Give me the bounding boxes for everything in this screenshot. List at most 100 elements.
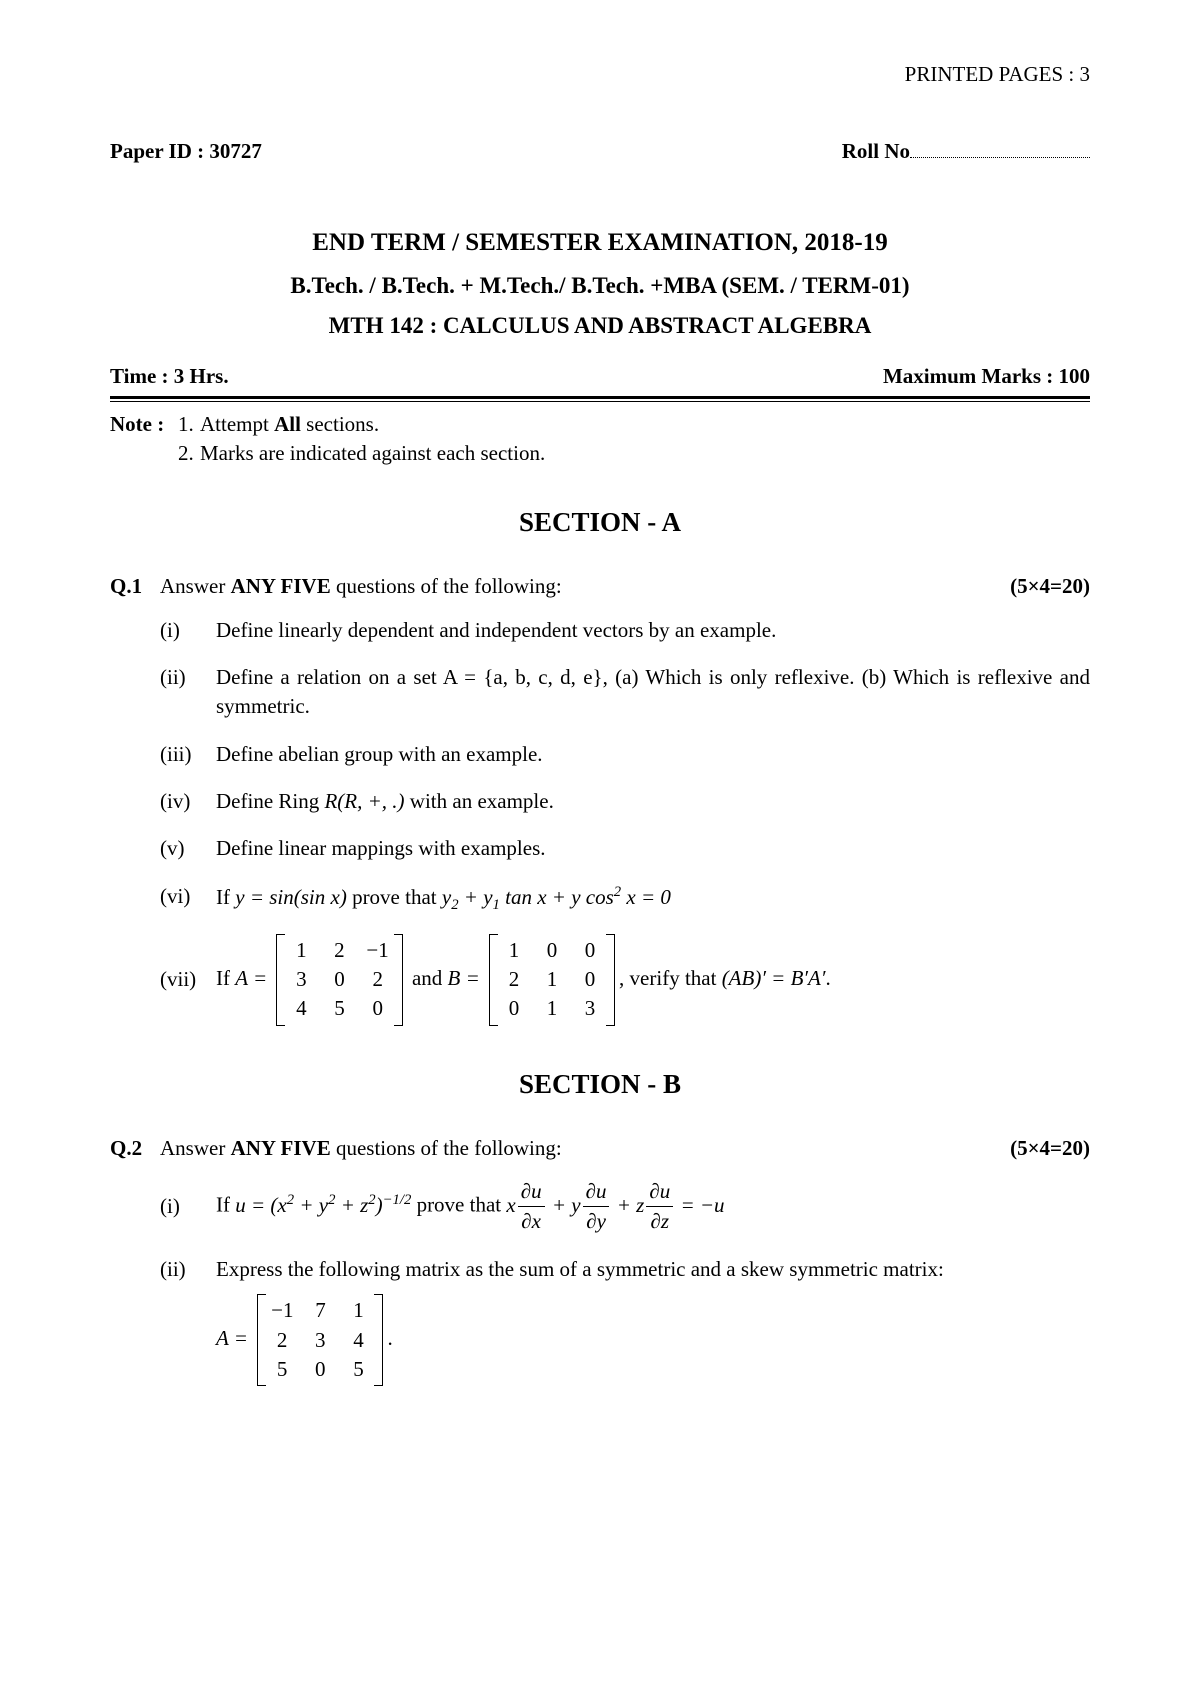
q2-subs: (i) If u = (x2 + y2 + z2)−1/2 prove that…	[160, 1177, 1090, 1386]
max-marks: Maximum Marks : 100	[883, 362, 1090, 391]
bi-eq2: x∂u∂x + y∂u∂y + z∂u∂z = −u	[506, 1193, 724, 1217]
sub-iii-text: Define abelian group with an example.	[216, 740, 1090, 769]
mc: 4	[347, 1326, 369, 1355]
time-info: Time : 3 Hrs.	[110, 362, 229, 391]
mc: 5	[329, 994, 351, 1023]
vii-eq: (AB)′ = B′A′	[722, 966, 826, 990]
mc: 0	[367, 994, 389, 1023]
q1-text: Answer ANY FIVE questions of the followi…	[160, 572, 1010, 601]
mc: 1	[347, 1296, 369, 1325]
vii-a: If	[216, 966, 235, 990]
title-course: MTH 142 : CALCULUS AND ABSTRACT ALGEBRA	[110, 310, 1090, 342]
sub-iv-num: (iv)	[160, 787, 216, 816]
sub-vii: (vii) If A = 12−1302450 and B = 10021001…	[160, 934, 1090, 1026]
notes-block: Note : 1. Attempt All sections. 2. Marks…	[110, 410, 1090, 469]
mc: 5	[271, 1355, 293, 1384]
iv-a: Define Ring	[216, 789, 324, 813]
vii-b: and	[407, 966, 448, 990]
matrix-B1: 100210013	[489, 934, 615, 1026]
mc: 1	[541, 994, 563, 1023]
q2-text: Answer ANY FIVE questions of the followi…	[160, 1134, 1010, 1163]
sub-ii: (ii) Define a relation on a set A = {a, …	[160, 663, 1090, 722]
title-main: END TERM / SEMESTER EXAMINATION, 2018-19	[110, 225, 1090, 260]
q1tb: ANY FIVE	[231, 574, 331, 598]
mc: 2	[328, 936, 350, 965]
title-block: END TERM / SEMESTER EXAMINATION, 2018-19…	[110, 225, 1090, 342]
sub-ii-num: (ii)	[160, 663, 216, 692]
roll-no-label: Roll No	[842, 139, 910, 163]
sub-i: (i) Define linearly dependent and indepe…	[160, 616, 1090, 645]
bii-txt: Express the following matrix as the sum …	[216, 1257, 944, 1281]
note-label-blank	[110, 439, 178, 468]
title-sub: B.Tech. / B.Tech. + M.Tech./ B.Tech. +MB…	[110, 270, 1090, 302]
q2tb: ANY FIVE	[231, 1136, 331, 1160]
bii-period: .	[387, 1326, 392, 1350]
vii-d: .	[825, 966, 830, 990]
iv-b: R(R, +, .)	[324, 789, 404, 813]
q2ta: Answer	[160, 1136, 231, 1160]
roll-no-blank	[910, 137, 1090, 158]
sub-bi-num: (i)	[160, 1192, 216, 1221]
sub-iv-text: Define Ring R(R, +, .) with an example.	[216, 787, 1090, 816]
q1-subs: (i) Define linearly dependent and indepe…	[160, 616, 1090, 1026]
mc: 0	[329, 965, 351, 994]
header-row: Paper ID : 30727 Roll No	[110, 137, 1090, 166]
sub-v-num: (v)	[160, 834, 216, 863]
matrix-A2: −171234505	[257, 1294, 383, 1386]
printed-pages: PRINTED PAGES : 3	[110, 60, 1090, 89]
note-line-1: Note : 1. Attempt All sections.	[110, 410, 1090, 439]
sub-iv: (iv) Define Ring R(R, +, .) with an exam…	[160, 787, 1090, 816]
q2tc: questions of the following:	[331, 1136, 562, 1160]
vii-A-label: A =	[235, 966, 272, 990]
bi-eq1: u = (x2 + y2 + z2)−1/2	[235, 1193, 411, 1217]
mc: 7	[309, 1296, 331, 1325]
mc: 0	[541, 936, 563, 965]
note-num-2: 2.	[178, 439, 200, 468]
mc: −1	[271, 1296, 293, 1325]
iv-c: with an example.	[405, 789, 554, 813]
note-line-2: 2. Marks are indicated against each sect…	[110, 439, 1090, 468]
q1-num: Q.1	[110, 572, 160, 601]
q1tc: questions of the following:	[331, 574, 562, 598]
sub-bi-text: If u = (x2 + y2 + z2)−1/2 prove that x∂u…	[216, 1177, 1090, 1237]
mc: 3	[290, 965, 312, 994]
q1ta: Answer	[160, 574, 231, 598]
sub-ii-text: Define a relation on a set A = {a, b, c,…	[216, 663, 1090, 722]
mc: 3	[579, 994, 601, 1023]
sub-b-i: (i) If u = (x2 + y2 + z2)−1/2 prove that…	[160, 1177, 1090, 1237]
paper-id: Paper ID : 30727	[110, 137, 262, 166]
bii-A-label: A =	[216, 1326, 253, 1350]
note1a: Attempt	[200, 412, 274, 436]
q2-marks: (5×4=20)	[1010, 1134, 1090, 1163]
bi-b: prove that	[411, 1193, 506, 1217]
mc: 0	[579, 936, 601, 965]
sub-v-text: Define linear mappings with examples.	[216, 834, 1090, 863]
sub-vi-num: (vi)	[160, 882, 216, 911]
mc: −1	[366, 936, 388, 965]
info-row: Time : 3 Hrs. Maximum Marks : 100	[110, 362, 1090, 391]
vi-eq2: y2 + y1 tan x + y cos2 x = 0	[442, 885, 671, 909]
vii-c: , verify that	[619, 966, 722, 990]
matrix-A1: 12−1302450	[276, 934, 402, 1026]
sub-bii-text: Express the following matrix as the sum …	[216, 1255, 1090, 1387]
mc: 2	[271, 1326, 293, 1355]
note1b: All	[274, 412, 301, 436]
section-b-title: SECTION - B	[110, 1066, 1090, 1104]
q2-num: Q.2	[110, 1134, 160, 1163]
mc: 0	[503, 994, 525, 1023]
mc: 1	[541, 965, 563, 994]
q1-row: Q.1 Answer ANY FIVE questions of the fol…	[110, 572, 1090, 601]
sub-iii: (iii) Define abelian group with an examp…	[160, 740, 1090, 769]
bii-matrix-wrap: A = −171234505.	[216, 1294, 1090, 1386]
note-num-1: 1.	[178, 410, 200, 439]
vi-a: If	[216, 885, 235, 909]
note-label: Note :	[110, 410, 178, 439]
mc: 1	[290, 936, 312, 965]
mc: 3	[309, 1326, 331, 1355]
note-text-2: Marks are indicated against each section…	[200, 439, 545, 468]
sub-b-ii: (ii) Express the following matrix as the…	[160, 1255, 1090, 1387]
q1-marks: (5×4=20)	[1010, 572, 1090, 601]
section-a-title: SECTION - A	[110, 504, 1090, 542]
sub-bii-num: (ii)	[160, 1255, 216, 1284]
sub-i-text: Define linearly dependent and independen…	[216, 616, 1090, 645]
